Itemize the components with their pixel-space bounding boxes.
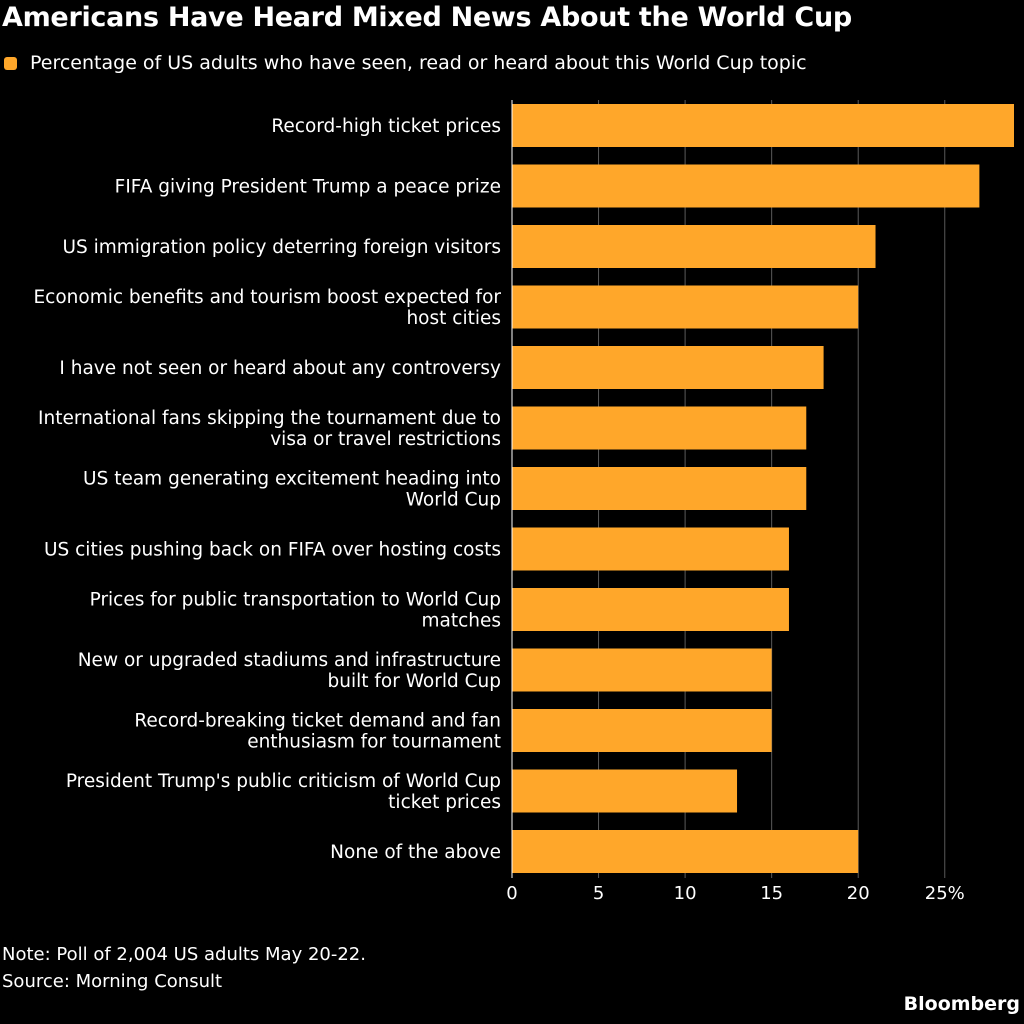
bar bbox=[512, 648, 772, 692]
category-label: None of the above bbox=[330, 842, 501, 863]
category-label: Economic benefits and tourism boost expe… bbox=[33, 287, 501, 329]
category-label-line: Prices for public transportation to Worl… bbox=[90, 590, 501, 611]
category-label: US cities pushing back on FIFA over host… bbox=[44, 540, 501, 561]
bar bbox=[512, 346, 824, 389]
bar bbox=[512, 467, 807, 510]
bar bbox=[512, 709, 772, 752]
bloomberg-logo: Bloomberg bbox=[903, 993, 1020, 1015]
category-label-line: US team generating excitement heading in… bbox=[83, 469, 501, 490]
x-tick-label: 15 bbox=[760, 883, 783, 904]
category-label-line: Economic benefits and tourism boost expe… bbox=[33, 287, 501, 308]
category-label-line: President Trump's public criticism of Wo… bbox=[66, 771, 501, 792]
category-label-line: Record-high ticket prices bbox=[271, 116, 501, 137]
category-label-line: host cities bbox=[406, 308, 501, 329]
category-label-line: enthusiasm for tournament bbox=[247, 732, 501, 753]
bar bbox=[512, 285, 859, 329]
bar bbox=[512, 588, 789, 631]
category-label-line: visa or travel restrictions bbox=[270, 429, 501, 450]
category-label: US team generating excitement heading in… bbox=[83, 469, 501, 511]
bar bbox=[512, 527, 789, 571]
bar bbox=[512, 769, 738, 813]
category-label: I have not seen or heard about any contr… bbox=[59, 358, 501, 379]
category-label-line: None of the above bbox=[330, 842, 501, 863]
category-label: Prices for public transportation to Worl… bbox=[90, 590, 501, 632]
category-label-line: matches bbox=[421, 611, 501, 632]
chart-source: Source: Morning Consult bbox=[2, 971, 223, 992]
x-tick-label: 25% bbox=[925, 883, 965, 904]
legend-swatch bbox=[4, 56, 17, 70]
category-label: Record-high ticket prices bbox=[271, 116, 501, 137]
x-tick-label: 10 bbox=[674, 883, 697, 904]
bar bbox=[512, 225, 876, 268]
bar bbox=[512, 830, 859, 873]
category-label: President Trump's public criticism of Wo… bbox=[66, 771, 501, 813]
category-label-line: I have not seen or heard about any contr… bbox=[59, 358, 501, 379]
category-label-line: built for World Cup bbox=[328, 671, 501, 692]
bar bbox=[512, 164, 980, 208]
legend-label: Percentage of US adults who have seen, r… bbox=[30, 52, 807, 74]
category-label: Record-breaking ticket demand and fan ent… bbox=[134, 711, 501, 753]
bar-chart: Record-high ticket prices FIFA giving Pre… bbox=[33, 100, 1014, 904]
category-label-line: New or upgraded stadiums and infrastruct… bbox=[78, 650, 501, 671]
category-label: US immigration policy deterring foreign … bbox=[62, 237, 501, 258]
category-label: New or upgraded stadiums and infrastruct… bbox=[78, 650, 501, 692]
x-tick-label: 0 bbox=[506, 883, 517, 904]
category-label: International fans skipping the tourname… bbox=[38, 408, 501, 450]
chart-title: Americans Have Heard Mixed News About th… bbox=[2, 2, 852, 33]
chart-note: Note: Poll of 2,004 US adults May 20-22. bbox=[2, 944, 366, 965]
category-label-line: Record-breaking ticket demand and fan bbox=[134, 711, 501, 732]
category-label-line: FIFA giving President Trump a peace priz… bbox=[115, 177, 501, 198]
x-tick-label: 5 bbox=[593, 883, 604, 904]
category-label-line: World Cup bbox=[406, 490, 501, 511]
bar bbox=[512, 104, 1014, 147]
category-label-line: US immigration policy deterring foreign … bbox=[62, 237, 501, 258]
category-label-line: US cities pushing back on FIFA over host… bbox=[44, 540, 501, 561]
bar bbox=[512, 406, 807, 450]
category-label: FIFA giving President Trump a peace priz… bbox=[115, 177, 501, 198]
chart-legend: Percentage of US adults who have seen, r… bbox=[4, 52, 807, 74]
x-tick-label: 20 bbox=[847, 883, 870, 904]
category-label-line: International fans skipping the tourname… bbox=[38, 408, 501, 429]
category-label-line: ticket prices bbox=[388, 792, 501, 813]
